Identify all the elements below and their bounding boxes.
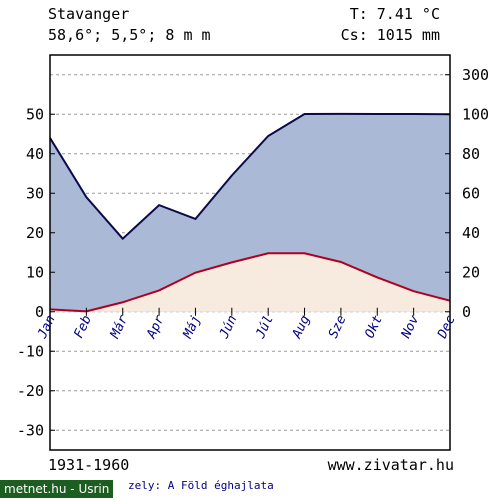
station-coordinates: 58,6°; 5,5°; 8 m m (48, 26, 211, 44)
month-label: Okt (362, 313, 386, 341)
mean-temperature: T: 7.41 °C (349, 5, 440, 23)
month-label: Feb (71, 313, 95, 341)
left-axis-ticks: 50 40 30 20 10 0 -10 -20 -30 (17, 105, 55, 439)
right-tick-label: 80 (462, 145, 480, 163)
right-axis-ticks: 300 100 80 60 40 20 0 (445, 66, 489, 321)
left-tick-label: 50 (26, 105, 44, 123)
plot-frame (49, 54, 451, 451)
website-label: www.zivatar.hu (327, 456, 454, 474)
right-tick-label: 40 (462, 224, 480, 242)
month-label: Sze (326, 313, 350, 341)
month-label: Dec (435, 313, 459, 342)
month-label: Már (107, 313, 131, 342)
left-tick-label: -10 (17, 342, 44, 360)
right-tick-label: 300 (462, 66, 489, 84)
left-tick-label: -20 (17, 382, 44, 400)
temperature-line (49, 252, 451, 313)
month-label: Jún (217, 313, 241, 342)
month-label: Nov (398, 313, 422, 342)
right-tick-label: 60 (462, 184, 480, 202)
left-tick-label: 20 (26, 224, 44, 242)
annual-precipitation: Cs: 1015 mm (340, 26, 440, 44)
month-label: Máj (180, 313, 204, 342)
month-axis-ticks: Jan Feb Már Apr Máj Jún Júl Aug Sze Okt Nov Dec (35, 307, 459, 342)
period-label: 1931-1960 (48, 456, 130, 474)
precipitation-line (49, 112, 451, 241)
temperature-area (50, 253, 450, 312)
source-note: zely: A Föld éghajlata (128, 479, 274, 492)
left-tick-label: -30 (17, 421, 44, 439)
right-tick-label: 20 (462, 263, 480, 281)
month-label: Aug (289, 313, 313, 342)
right-tick-label: 100 (462, 105, 489, 123)
left-tick-label: 30 (26, 184, 44, 202)
credit-badge: metnet.hu - Usrin (0, 480, 114, 498)
left-tick-label: 0 (35, 303, 44, 321)
month-label: Apr (144, 313, 168, 342)
left-tick-label: 40 (26, 145, 44, 163)
left-tick-label: 10 (26, 263, 44, 281)
station-name: Stavanger (48, 5, 130, 23)
precipitation-area (50, 113, 450, 312)
month-label: Júl (253, 313, 277, 342)
right-tick-label: 0 (462, 303, 471, 321)
